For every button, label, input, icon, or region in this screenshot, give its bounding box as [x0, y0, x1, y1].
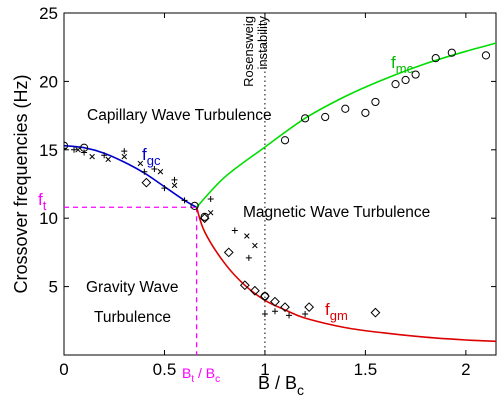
bt-bc-label: Bt / Bc — [182, 365, 220, 385]
plot-area — [63, 12, 497, 356]
plus-marker — [181, 197, 188, 204]
plus-marker — [141, 168, 148, 175]
plus-marker — [101, 152, 108, 159]
y-tick-label: 20 — [39, 72, 58, 91]
x-tick-label: 0.5 — [153, 360, 177, 379]
plus-marker — [207, 196, 214, 203]
x-tick-label: 2 — [461, 360, 470, 379]
x-tick-label: 1.5 — [354, 360, 378, 379]
diamond-marker — [304, 302, 315, 313]
rosensweig-label-line1: Rosensweig — [241, 16, 256, 87]
x-tick-label: 1 — [260, 360, 269, 379]
diamond-marker — [280, 302, 290, 313]
circle-marker — [200, 212, 209, 221]
diamond-marker — [223, 247, 234, 258]
magnetic-region-label: Magnetic Wave Turbulence — [243, 204, 430, 221]
plus-marker — [151, 165, 158, 172]
plus-marker — [302, 310, 309, 317]
plus-marker — [271, 308, 278, 315]
capillary-region-label: Capillary Wave Turbulence — [87, 107, 272, 124]
x-marker — [244, 233, 250, 239]
plus-marker — [71, 146, 78, 153]
circle-marker — [301, 114, 310, 123]
plus-marker — [245, 254, 252, 261]
f-gm-label: fgm — [325, 300, 348, 323]
x-marker — [105, 156, 111, 163]
gravity-region-label-line2: Turbulence — [94, 309, 171, 326]
diamond-marker — [199, 213, 210, 224]
f-gc-label: fgc — [142, 145, 161, 168]
f-mc-label: fmc — [391, 53, 414, 76]
x-marker — [89, 153, 95, 160]
gravity-region-label-line1: Gravity Wave — [86, 279, 178, 296]
y-tick-label: 15 — [39, 141, 58, 160]
circle-marker — [190, 201, 199, 210]
plus-marker — [171, 176, 178, 183]
circle-marker — [401, 75, 410, 85]
y-tick-label: 10 — [39, 209, 58, 228]
circle-marker — [361, 108, 370, 117]
threshold-guides — [64, 206, 198, 355]
x-marker — [121, 153, 128, 160]
circle-marker — [371, 97, 380, 107]
plus-marker — [121, 148, 128, 155]
x-marker — [207, 209, 214, 216]
x-marker — [157, 168, 164, 175]
plus-marker — [81, 149, 88, 156]
circle-marker — [431, 54, 440, 63]
plus-marker — [286, 312, 293, 319]
circle-marker — [280, 136, 290, 145]
rosensweig-label-line2: instability — [255, 16, 270, 70]
x-axis-label: B / Bc — [258, 373, 304, 398]
plus-marker — [261, 310, 268, 317]
diamond-marker — [249, 285, 260, 296]
plus-marker — [231, 227, 238, 234]
x-marker — [252, 242, 258, 249]
x-marker — [171, 182, 178, 189]
x-marker — [75, 147, 81, 153]
circle-marker — [321, 112, 330, 122]
diamond-marker — [141, 177, 152, 188]
diamond-marker — [239, 280, 250, 291]
rosensweig-guide: Rosensweig instability — [241, 13, 270, 355]
curve-labels: fgc fmc fgm ft Bt / Bc — [38, 53, 414, 385]
diamond-marker — [260, 291, 270, 302]
y-axis-label: Crossover frequencies (Hz) — [11, 74, 31, 293]
curve-gm — [195, 207, 496, 343]
circle-marker — [447, 48, 456, 57]
plus-marker — [64, 145, 67, 152]
data-markers — [64, 48, 491, 319]
curve-gc — [64, 144, 198, 208]
y-tick-label: 5 — [49, 278, 58, 297]
y-tick-label: 25 — [39, 4, 58, 23]
diamond-marker — [370, 307, 381, 318]
x-marker — [137, 160, 144, 167]
diamond-marker — [270, 296, 280, 307]
plus-marker — [161, 185, 168, 192]
region-labels: Capillary Wave Turbulence Magnetic Wave … — [86, 107, 430, 326]
x-tick-label: 0 — [59, 360, 68, 379]
circle-marker — [411, 70, 420, 79]
f-t-label: ft — [38, 190, 47, 213]
circle-marker — [481, 51, 491, 60]
circle-marker — [391, 80, 400, 89]
circle-marker — [341, 104, 350, 113]
